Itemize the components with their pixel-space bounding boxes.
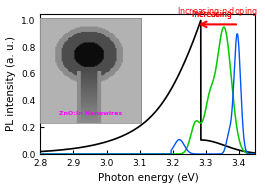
Y-axis label: PL intensity (a. u.): PL intensity (a. u.)	[6, 36, 16, 131]
Text: Increasing: Increasing	[192, 10, 234, 19]
Text: Increasing $\mathit{n}$-doping: Increasing $\mathit{n}$-doping	[177, 5, 258, 18]
X-axis label: Photon energy (eV): Photon energy (eV)	[98, 174, 198, 184]
Text: Increasing: Increasing	[192, 10, 234, 19]
